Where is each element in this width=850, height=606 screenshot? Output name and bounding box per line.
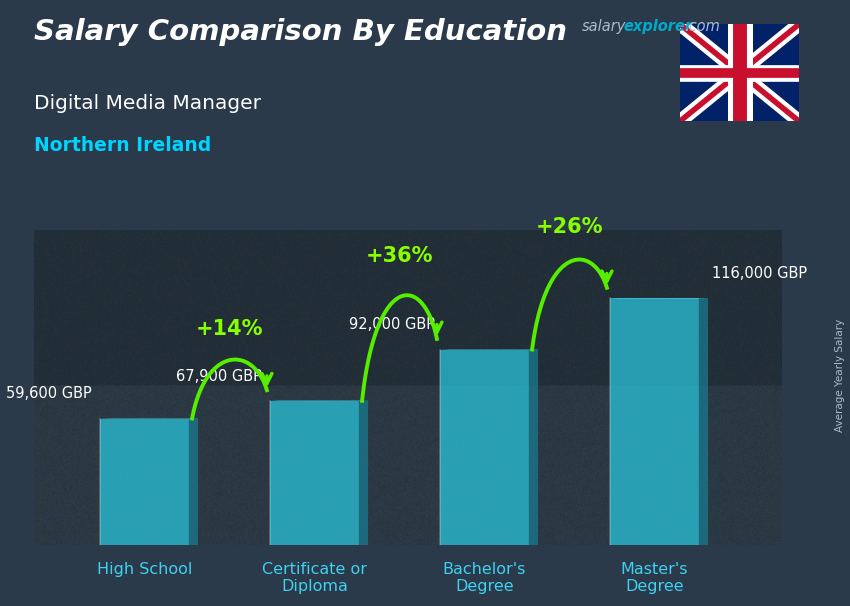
Text: 92,000 GBP: 92,000 GBP [349,318,435,333]
Polygon shape [529,349,538,545]
Text: 116,000 GBP: 116,000 GBP [712,267,808,281]
Polygon shape [100,419,189,545]
Text: Digital Media Manager: Digital Media Manager [34,94,261,113]
Text: .com: .com [684,19,720,35]
Text: Average Yearly Salary: Average Yearly Salary [835,319,845,432]
Text: salary: salary [582,19,626,35]
Polygon shape [270,401,359,545]
Polygon shape [440,350,529,545]
Polygon shape [699,298,708,545]
Text: 59,600 GBP: 59,600 GBP [6,387,92,401]
Text: +14%: +14% [196,319,264,339]
Text: Salary Comparison By Education: Salary Comparison By Education [34,18,567,46]
Polygon shape [359,401,368,545]
Text: +26%: +26% [536,217,604,237]
Text: 67,900 GBP: 67,900 GBP [176,369,262,384]
Polygon shape [189,418,198,545]
Polygon shape [610,298,699,545]
Text: Northern Ireland: Northern Ireland [34,136,212,155]
Text: +36%: +36% [366,247,434,267]
Text: explorer: explorer [623,19,692,35]
